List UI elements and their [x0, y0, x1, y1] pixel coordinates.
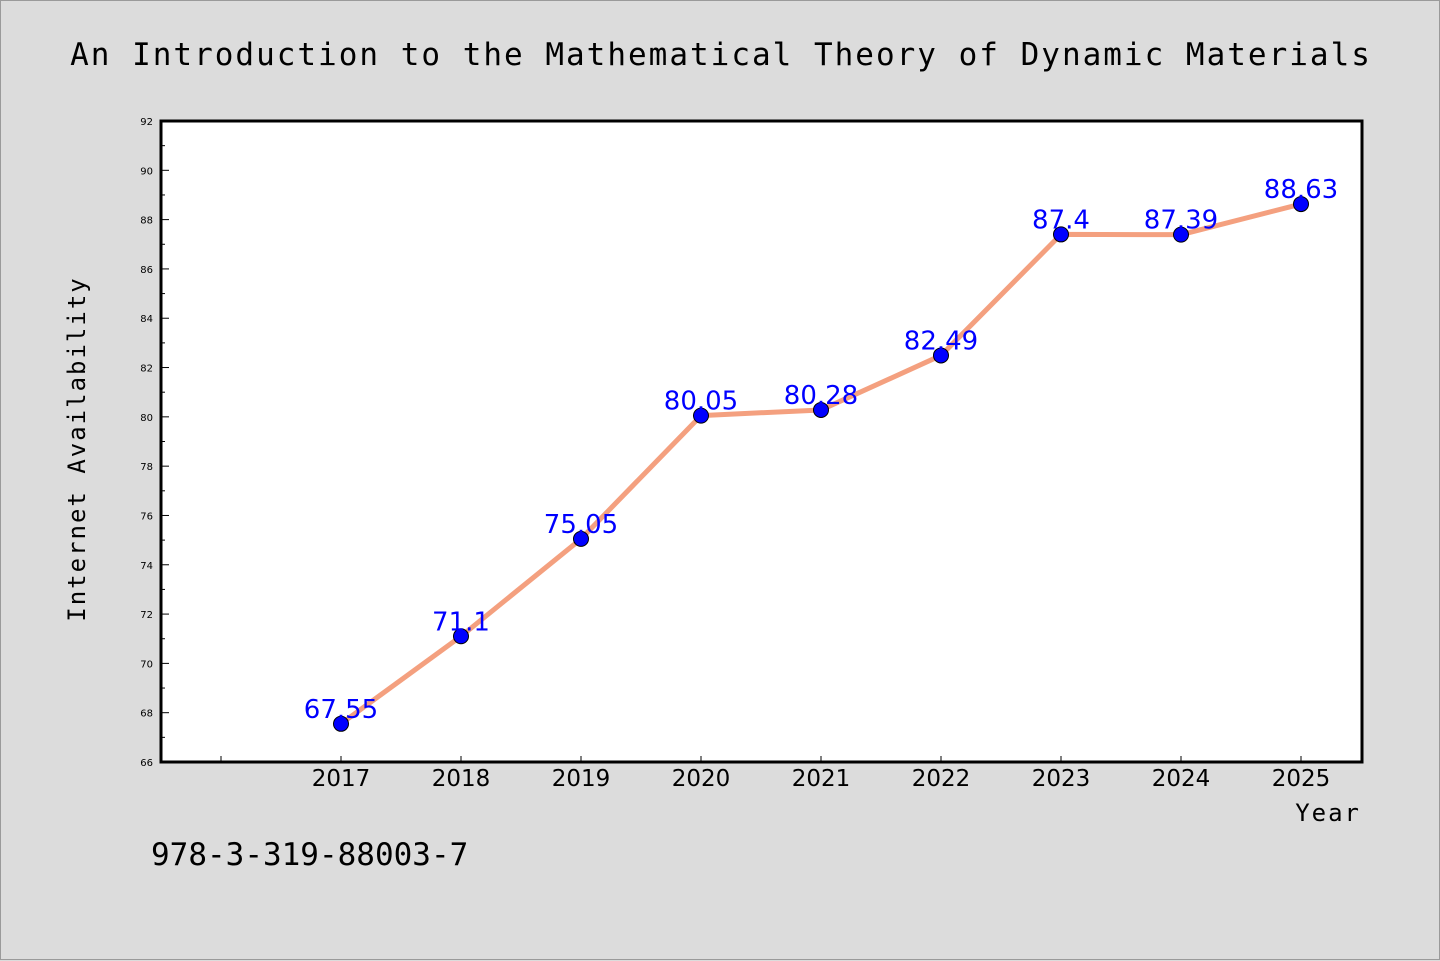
y-tick-label: 92	[140, 117, 153, 128]
data-label: 80.05	[664, 387, 738, 417]
data-label: 67.55	[304, 695, 378, 725]
x-tick-label: 2022	[912, 766, 971, 792]
data-point	[1293, 196, 1309, 213]
y-tick-label: 72	[140, 610, 153, 621]
plot-area	[159, 119, 1364, 764]
x-tick-label: 2021	[792, 766, 851, 792]
y-tick-label: 88	[140, 216, 153, 227]
x-axis-ticks: 2017 2018 2019 2020 2021 2022 2023 2024 2025	[220, 756, 1331, 792]
y-tick-label: 86	[140, 265, 153, 276]
x-tick-label: 2017	[312, 766, 371, 792]
data-label: 80.28	[784, 381, 858, 411]
data-label: 87.39	[1144, 206, 1218, 236]
y-tick-label: 74	[140, 561, 153, 572]
data-label: 82.49	[904, 326, 978, 356]
y-tick-label: 68	[140, 709, 153, 720]
data-point	[693, 407, 709, 424]
data-point	[813, 401, 829, 418]
x-tick-label: 2019	[552, 766, 611, 792]
x-tick-label: 2024	[1152, 766, 1211, 792]
y-tick-label: 66	[140, 758, 153, 769]
y-tick-label: 80	[140, 413, 153, 424]
data-point	[573, 530, 589, 547]
y-tick-label: 70	[140, 659, 153, 670]
data-label: 88.63	[1264, 175, 1338, 205]
data-point	[1173, 226, 1189, 243]
series-layer: 67.55 71.1 75.05 80.05 80.28 82.49 87.4 87.39 88…	[304, 175, 1338, 732]
data-label: 87.4	[1032, 205, 1090, 235]
data-label: 71.1	[432, 607, 490, 637]
y-tick-label: 76	[140, 511, 153, 522]
data-point	[933, 347, 949, 364]
x-tick-label: 2023	[1032, 766, 1091, 792]
y-tick-label: 84	[140, 314, 153, 325]
data-label: 75.05	[544, 510, 618, 540]
x-tick-label: 2020	[672, 766, 731, 792]
x-axis-label: Year	[1295, 799, 1361, 827]
x-tick-label: 2025	[1272, 766, 1331, 792]
y-tick-label: 82	[140, 364, 153, 375]
data-point	[1053, 226, 1069, 243]
data-point	[333, 715, 349, 732]
chart-title: An Introduction to the Mathematical Theo…	[70, 37, 1372, 73]
y-axis-label: Internet Availability	[63, 276, 91, 621]
isbn-text: 978-3-319-88003-7	[151, 837, 468, 873]
data-point	[453, 628, 469, 645]
x-tick-label: 2018	[432, 766, 491, 792]
y-axis-ticks: 66 68 70 72 74 76 78 80 82 84 86 88 90 92	[140, 117, 169, 769]
y-tick-label: 78	[140, 462, 153, 473]
y-tick-label: 90	[140, 166, 153, 177]
